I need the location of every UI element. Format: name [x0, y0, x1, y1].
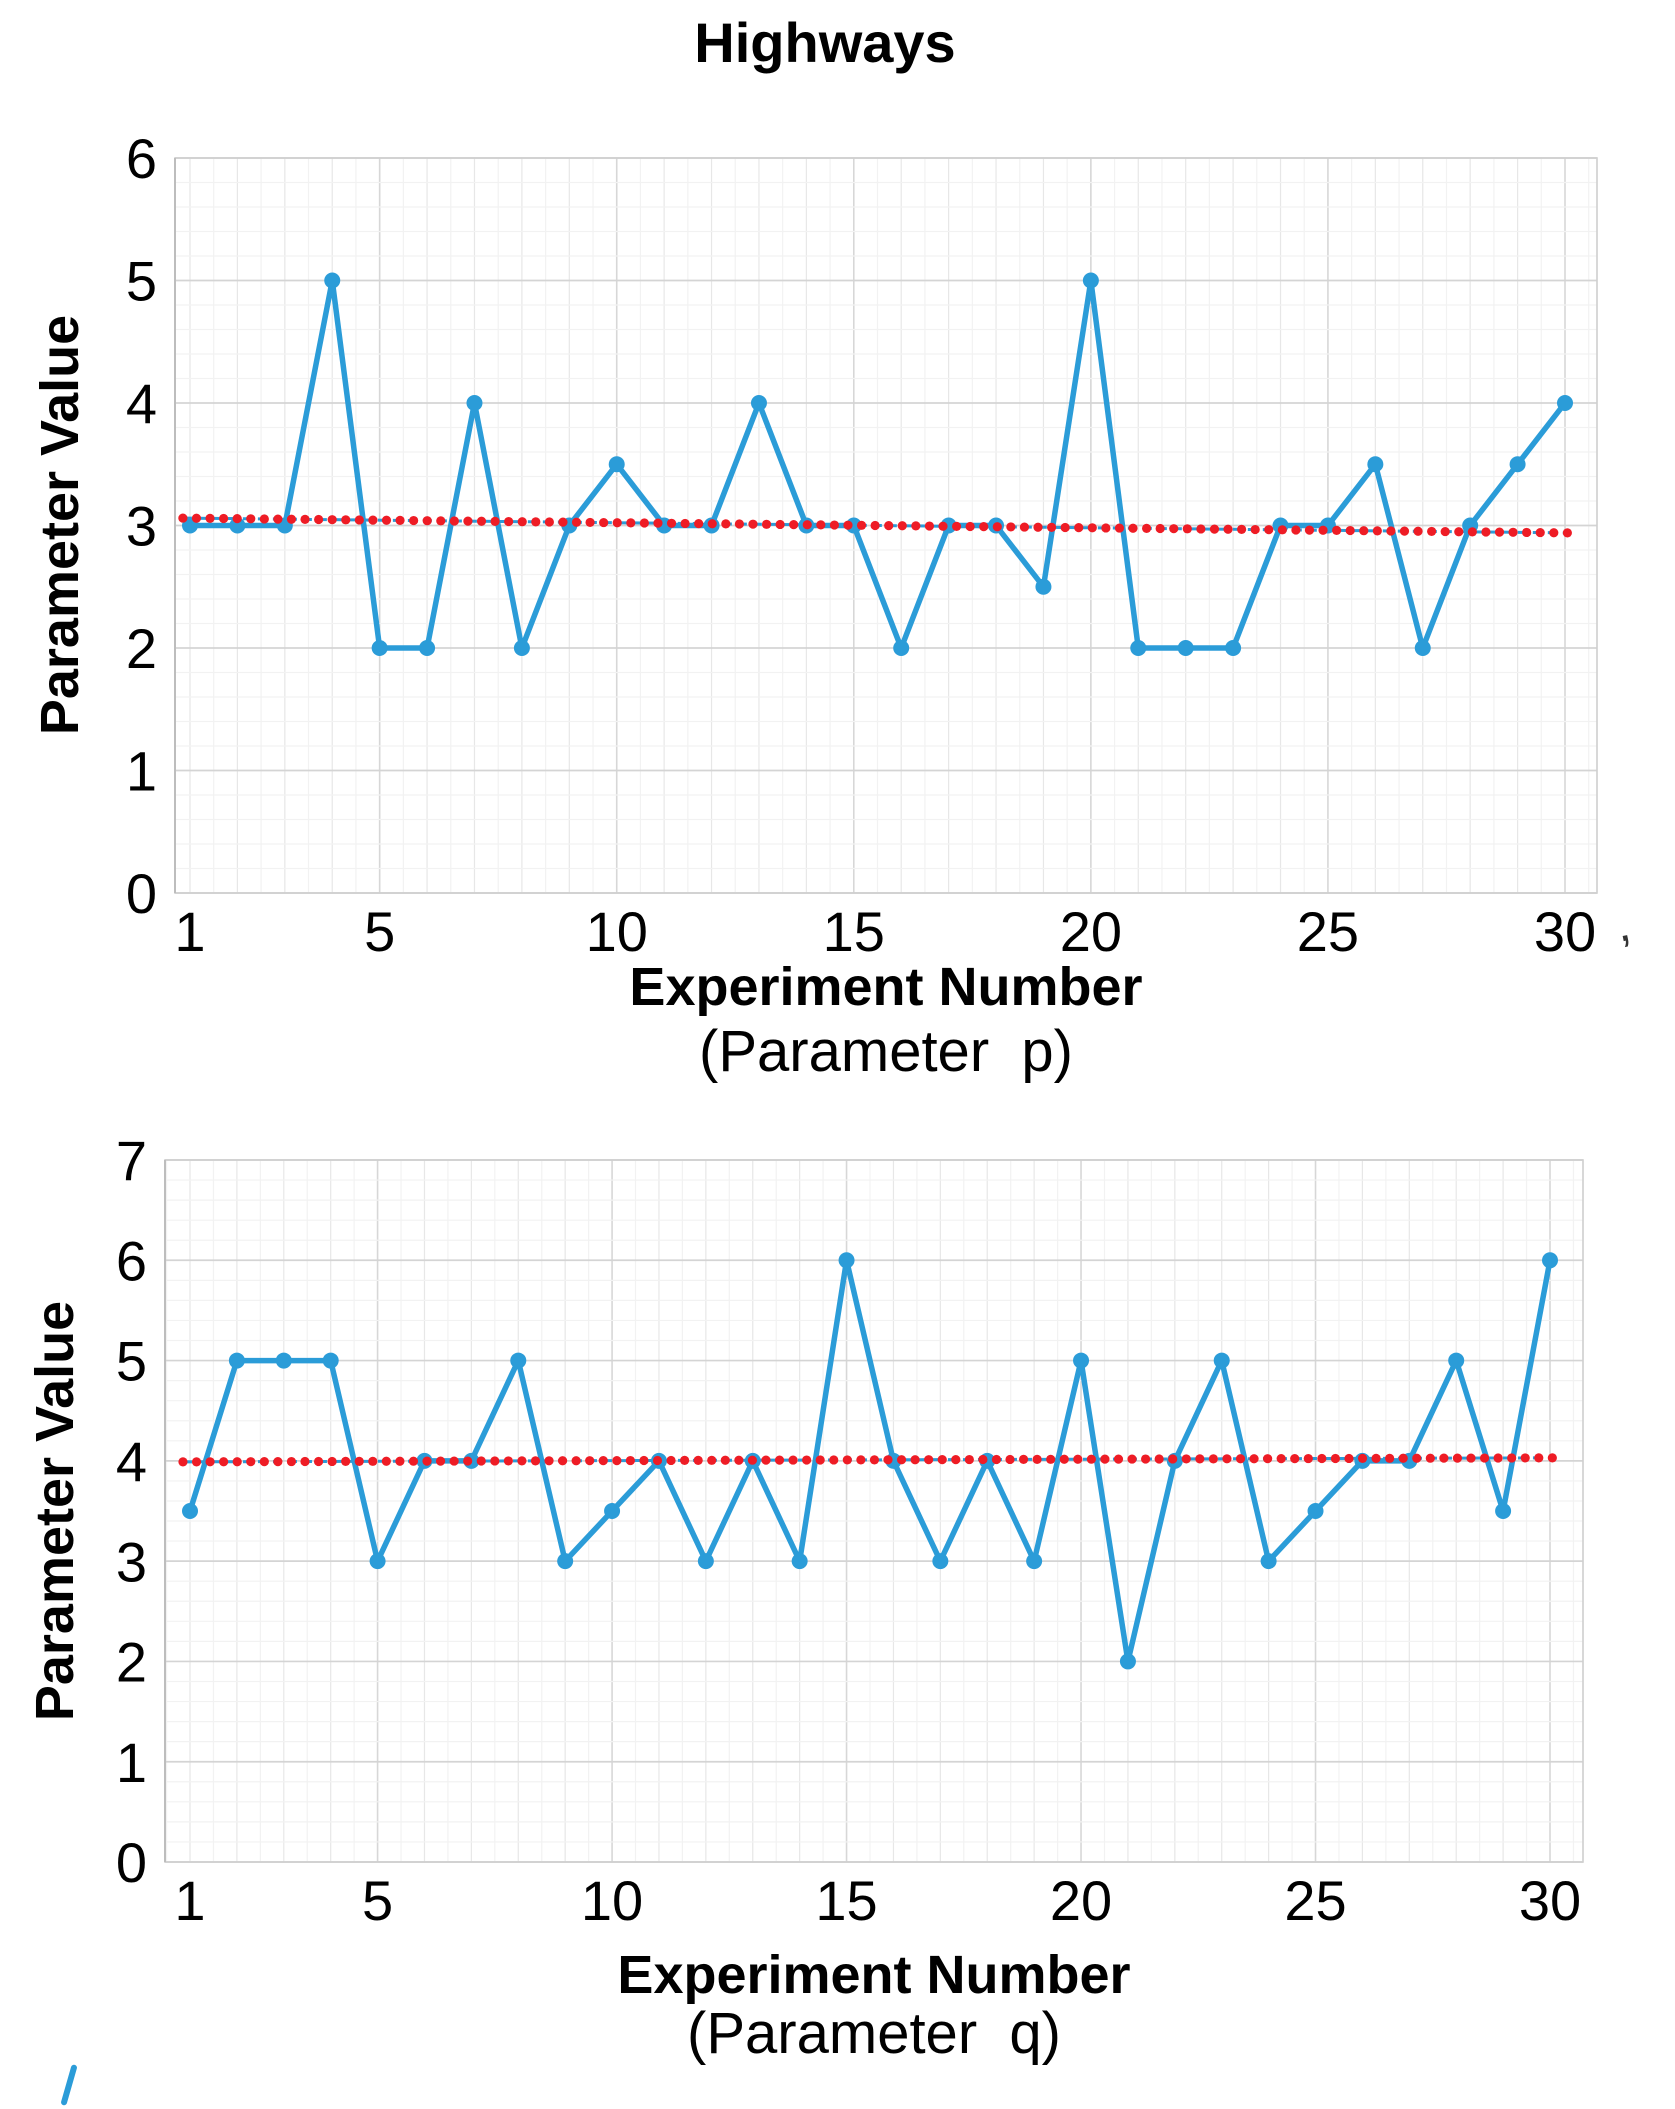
data-point [1213, 1352, 1230, 1369]
data-point [1026, 1553, 1043, 1570]
data-point [697, 1553, 714, 1570]
top-chart-x-axis-label: Experiment Number [629, 957, 1143, 1017]
trendline [178, 513, 1572, 538]
x-tick-label: 1 [174, 1869, 205, 1932]
y-tick-label: 4 [116, 1430, 147, 1493]
x-tick-label: 30 [1519, 1869, 1581, 1932]
data-point [791, 1553, 808, 1570]
data-point [838, 1252, 855, 1269]
x-tick-label: 30 [1534, 900, 1596, 963]
data-point [932, 1553, 949, 1570]
data-point [1073, 1352, 1090, 1369]
data-point [1082, 272, 1099, 289]
data-point [1225, 640, 1242, 656]
data-point [1177, 640, 1194, 656]
x-tick-label: 5 [362, 1869, 393, 1932]
data-point [182, 1503, 198, 1519]
data-point [1367, 456, 1384, 473]
data-point [466, 395, 483, 411]
bottom-chart-y-axis-label: Parameter Value [25, 1300, 85, 1722]
data-point [369, 1553, 386, 1570]
data-point [1119, 1653, 1136, 1670]
data-point [1495, 1503, 1512, 1519]
data-point [750, 395, 767, 411]
data-point [513, 640, 530, 656]
data-point [1414, 640, 1431, 656]
data-point [510, 1352, 527, 1369]
data-point [1509, 456, 1526, 473]
data-point [228, 1352, 245, 1369]
y-tick-label: 6 [116, 1229, 147, 1292]
x-tick-label: 1 [174, 900, 205, 963]
y-tick-label: 1 [126, 740, 157, 803]
data-point [1542, 1252, 1558, 1269]
data-point [419, 640, 436, 656]
page-title: Highways [694, 11, 956, 74]
data-point [229, 517, 246, 534]
x-tick-label: 15 [823, 900, 885, 963]
trendline [178, 1453, 1557, 1467]
data-point [1448, 1352, 1465, 1369]
data-point [1035, 578, 1052, 595]
bottom-chart-x-axis-label: Experiment Number [617, 1945, 1131, 2005]
data-point [1260, 1553, 1277, 1570]
y-tick-label: 3 [116, 1530, 147, 1593]
y-tick-label: 4 [126, 372, 157, 435]
y-tick-label: 2 [126, 617, 157, 680]
top-chart-y-axis-label: Parameter Value [30, 314, 90, 736]
data-point [608, 456, 625, 473]
data-series-line [187, 1257, 1553, 1665]
y-tick-label: 6 [126, 127, 157, 190]
x-tick-label: 10 [586, 900, 648, 963]
y-tick-label: 2 [116, 1631, 147, 1694]
data-point [893, 640, 910, 656]
data-point [275, 1352, 292, 1369]
y-tick-label: 0 [116, 1831, 147, 1894]
y-tick-label: 5 [126, 250, 157, 313]
x-tick-label: 15 [815, 1869, 877, 1932]
gridlines [164, 1159, 1584, 1863]
data-point [371, 640, 388, 656]
x-tick-label: 10 [581, 1869, 643, 1932]
x-tick-label: 5 [364, 900, 395, 963]
bottom-chart-sublabel: (Parameter q) [687, 2001, 1061, 2066]
data-point [322, 1352, 339, 1369]
y-tick-label: 7 [116, 1129, 147, 1192]
x-tick-label: 25 [1297, 900, 1359, 963]
data-point [1307, 1503, 1324, 1519]
data-point [324, 272, 341, 289]
y-tick-label: 0 [126, 862, 157, 925]
top-chart-sublabel: (Parameter p) [699, 1019, 1073, 1084]
data-point [1130, 640, 1147, 656]
x-tick-label: 20 [1050, 1869, 1112, 1932]
x-tick-label: 20 [1060, 900, 1122, 963]
y-tick-label: 5 [116, 1330, 147, 1393]
stray-blue-mark [60, 2063, 78, 2107]
data-point [604, 1503, 621, 1519]
y-tick-label: 1 [116, 1731, 147, 1794]
x-tick-label: 25 [1284, 1869, 1346, 1932]
y-tick-label: 3 [126, 495, 157, 558]
data-point [1557, 395, 1573, 411]
data-point [557, 1553, 574, 1570]
